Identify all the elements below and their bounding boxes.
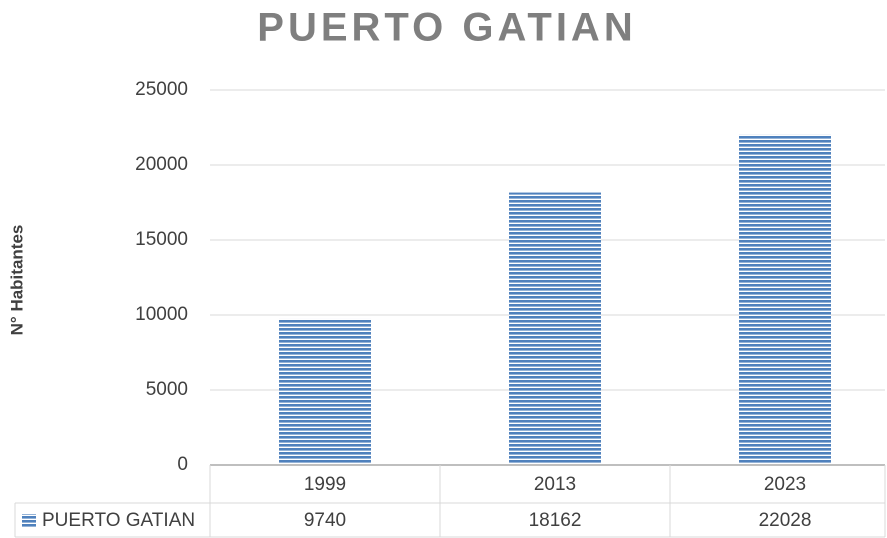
table-value: 18162 <box>529 510 582 531</box>
x-tick-label: 1999 <box>304 474 346 495</box>
y-tick-label: 10000 <box>135 304 188 325</box>
y-axis-label: N° Habitantes <box>7 225 26 336</box>
chart-title: PUERTO GATIAN <box>257 6 636 50</box>
bar <box>279 318 371 465</box>
table-value: 9740 <box>304 510 346 531</box>
x-tick-label: 2013 <box>534 474 576 495</box>
y-tick-label: 0 <box>177 454 188 475</box>
bar <box>739 134 831 465</box>
y-tick-label: 15000 <box>135 229 188 250</box>
legend-swatch <box>22 514 36 527</box>
legend-label: PUERTO GATIAN <box>42 510 195 531</box>
y-tick-label: 25000 <box>135 79 188 100</box>
table-value: 22028 <box>759 510 812 531</box>
y-tick-label: 5000 <box>146 379 188 400</box>
y-tick-label: 20000 <box>135 154 188 175</box>
x-tick-label: 2023 <box>764 474 806 495</box>
bar <box>509 192 601 465</box>
